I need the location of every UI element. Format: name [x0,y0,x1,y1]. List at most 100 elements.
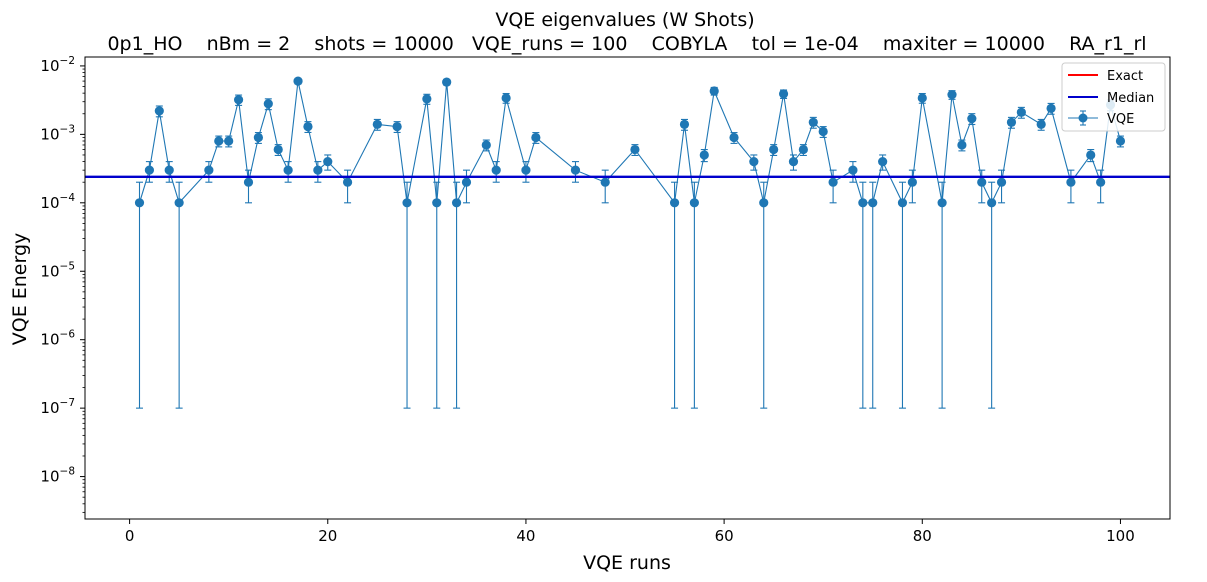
vqe-point [422,94,432,104]
y-tick-mantissa: 10 [40,468,59,486]
vqe-point [531,132,541,143]
vqe-point [313,165,323,175]
y-tick-label: 10−5 [40,260,75,280]
vqe-point [769,144,779,155]
y-tick-exponent: −7 [60,397,75,409]
y-tick-exponent: −2 [60,55,75,67]
y-tick-label: 10−2 [40,55,75,75]
y-tick-label: 10−4 [40,192,75,212]
vqe-point [858,198,868,208]
y-tick-label: 10−3 [40,123,75,143]
x-tick-label: 0 [125,527,135,545]
vqe-point [204,165,214,175]
y-axis-ticks: 10−810−710−610−510−410−310−2 [40,55,85,513]
vqe-point [481,140,491,150]
vqe-point [521,165,531,175]
vqe-point [808,117,818,127]
vqe-point [402,198,412,208]
x-tick-label: 20 [318,527,337,545]
x-tick-label: 40 [516,527,535,545]
vqe-point [283,165,293,175]
vqe-point [224,136,234,146]
vqe-point [957,140,967,150]
vqe-point [1066,177,1076,187]
vqe-point [154,106,164,116]
vqe-point [134,198,145,208]
vqe-point [600,177,610,187]
legend-label: Exact [1107,69,1143,84]
y-tick-mantissa: 10 [40,331,59,349]
vqe-point [174,198,184,208]
vqe-point [749,156,759,167]
x-axis-ticks: 0 20 40 60 80 100 [125,519,1135,545]
legend-label: VQE [1107,112,1134,127]
vqe-point [1016,107,1026,117]
vqe-point [432,198,442,208]
vqe-point [392,121,402,132]
vqe-point [323,156,333,167]
x-axis-label: VQE runs [583,552,671,574]
vqe-point [967,113,977,124]
y-tick-mantissa: 10 [40,262,59,280]
vqe-point [788,156,799,167]
vqe-point [630,144,640,155]
chart-subtitle: 0p1_HO nBm = 2 shots = 10000 VQE_runs = … [107,33,1146,55]
vqe-point [263,99,273,109]
plot-frame [84,56,1171,520]
chart-title: VQE eigenvalues (W Shots) [495,9,754,31]
vqe-point [937,198,947,208]
y-tick-exponent: −3 [60,123,75,135]
vqe-point [442,77,452,87]
vqe-point [372,119,382,129]
vqe-point [342,177,353,187]
vqe-point [907,177,917,187]
legend-box [1061,62,1166,132]
legend: Exact Median VQE [1061,62,1166,132]
vqe-point [996,177,1007,187]
y-tick-exponent: −4 [60,192,76,204]
vqe-point [1006,117,1017,127]
vqe-point [1115,136,1126,146]
vqe-point [818,126,828,137]
vqe-point [1096,177,1106,187]
y-tick-label: 10−8 [40,466,75,486]
vqe-point [461,177,472,187]
y-tick-mantissa: 10 [40,57,59,75]
vqe-point [491,165,501,175]
y-axis-label: VQE Energy [9,233,31,346]
y-tick-exponent: −8 [60,466,75,478]
vqe-point [233,95,244,105]
vqe-point [848,165,858,175]
vqe-point [243,177,254,187]
vqe-point [214,136,224,146]
legend-label: Median [1107,91,1154,106]
vqe-point [501,93,511,103]
vqe-point [759,198,769,208]
vqe-point [778,89,789,99]
vqe-point [1036,119,1046,129]
vqe-point [878,156,888,167]
vqe-point [303,121,313,132]
vqe-point [293,76,303,86]
y-tick-exponent: −6 [60,329,76,341]
vqe-point [451,198,462,208]
vqe-point [1086,150,1096,160]
y-tick-label: 10−6 [40,329,75,349]
x-tick-label: 80 [913,527,932,545]
y-tick-label: 10−7 [40,397,75,417]
vqe-point [917,93,927,103]
vqe-point [699,150,709,160]
vqe-point [669,198,680,208]
vqe-point [709,86,719,96]
y-tick-exponent: −5 [60,260,75,272]
vqe-point [570,165,581,175]
x-tick-label: 100 [1106,527,1135,545]
vqe-point [897,198,908,208]
vqe-point [1046,103,1056,113]
vqe-point [253,132,264,143]
vqe-point [679,119,690,129]
y-tick-mantissa: 10 [40,125,59,143]
vqe-point [164,165,174,175]
vqe-point [144,165,155,175]
vqe-point [689,198,699,208]
